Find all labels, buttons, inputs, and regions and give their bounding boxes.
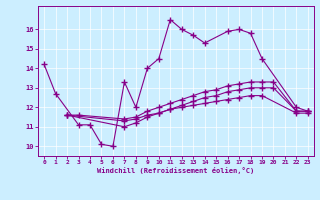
X-axis label: Windchill (Refroidissement éolien,°C): Windchill (Refroidissement éolien,°C) bbox=[97, 167, 255, 174]
